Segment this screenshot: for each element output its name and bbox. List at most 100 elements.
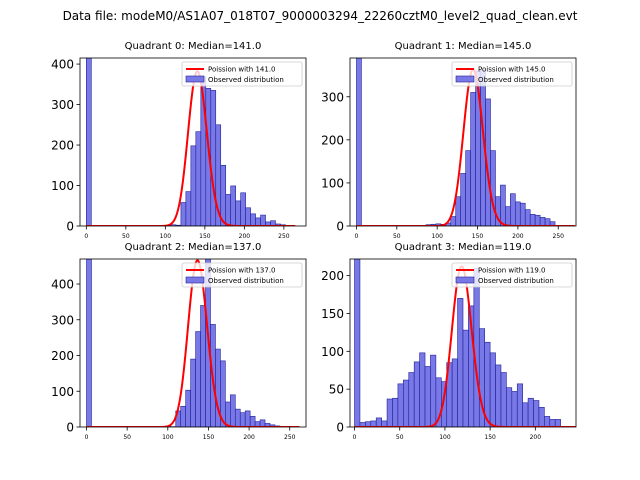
- histogram-bar: [500, 372, 507, 427]
- quadrant-3-panel: 0 50 100 150 200 0 50 100 150 200 Quadrant 3: Medi…: [321, 242, 577, 441]
- legend: Poission with 141.0 Observed distribution: [181, 61, 303, 87]
- histogram-bar: [533, 400, 540, 427]
- histogram-bar: [544, 218, 551, 226]
- histogram-bar: [180, 405, 186, 427]
- poisson-curve: [86, 70, 296, 226]
- y-tick-label: 300: [321, 90, 344, 104]
- histogram-bar: [538, 407, 545, 427]
- histogram-bar: [510, 193, 516, 226]
- histogram-bar: [200, 305, 206, 427]
- y-tick-label: 100: [51, 179, 74, 193]
- histogram-bar: [455, 196, 461, 226]
- quadrant-1-axes-frame: [349, 57, 577, 227]
- histogram-bar: [259, 419, 266, 427]
- histogram-bar: [190, 145, 197, 226]
- legend-box: [451, 61, 573, 87]
- histogram-bar: [500, 184, 506, 226]
- x-tick-label: 100: [439, 434, 451, 441]
- quadrant-3-axes-frame: [349, 258, 577, 428]
- x-tick-label: 50: [393, 233, 401, 240]
- histogram-bar: [424, 366, 431, 427]
- histogram-bar: [220, 360, 226, 427]
- histogram-bar: [516, 383, 523, 427]
- y-tick-label: 300: [51, 313, 74, 327]
- y-tick-label: 200: [51, 349, 74, 363]
- legend-bars-label: Observed distribution: [208, 76, 284, 84]
- histogram-bar: [249, 415, 256, 427]
- quadrant-1-title: Quadrant 1: Median=145.0: [395, 41, 532, 52]
- histogram-bar: [86, 58, 92, 226]
- histogram-bar: [457, 298, 464, 427]
- histogram-bar: [250, 213, 256, 226]
- histogram-bar: [419, 352, 426, 427]
- x-tick-label: 150: [199, 233, 211, 240]
- histogram-bar: [539, 217, 546, 226]
- histogram-bar: [260, 214, 266, 226]
- histogram-bar: [235, 200, 241, 226]
- histogram-bar: [505, 206, 511, 226]
- poisson-curve: [356, 68, 575, 226]
- histogram-bar: [529, 214, 536, 226]
- x-tick-label: 200: [243, 434, 255, 441]
- histogram-bar: [430, 354, 437, 427]
- legend: Poission with 119.0 Observed distribution: [451, 262, 573, 288]
- y-tick-label: 50: [329, 383, 344, 397]
- histogram-bar: [450, 216, 457, 226]
- y-tick-label: 150: [321, 307, 344, 321]
- x-tick-label: 200: [512, 233, 524, 240]
- y-tick-label: 0: [336, 421, 344, 435]
- y-tick-label: 200: [321, 133, 344, 147]
- x-tick-label: 100: [162, 434, 174, 441]
- histogram-bar: [465, 150, 471, 226]
- histogram-bar: [195, 131, 202, 226]
- y-tick-label: 200: [51, 139, 74, 153]
- y-tick-label: 0: [66, 220, 74, 234]
- histogram-bar: [460, 173, 466, 226]
- histogram-bar: [255, 217, 261, 226]
- x-tick-label: 250: [284, 434, 296, 441]
- legend: Poission with 137.0 Observed distribution: [181, 262, 303, 288]
- histogram-bar: [549, 419, 556, 427]
- x-tick-label: 250: [278, 233, 290, 240]
- histogram-bar: [354, 259, 361, 427]
- histogram-bar: [544, 416, 551, 427]
- histogram-bar: [375, 417, 382, 427]
- x-tick-label: 200: [239, 233, 251, 240]
- quadrant-0-panel: 0 50 100 150 200 250 0 100 200 300 400 Quadrant 0: …: [51, 41, 307, 240]
- histogram-bar: [239, 412, 246, 427]
- quadrant-0-axes-frame: [79, 57, 307, 227]
- legend-bars-label: Observed distribution: [478, 76, 554, 84]
- histogram-bar: [524, 209, 531, 226]
- histogram-bar: [180, 202, 187, 226]
- y-tick-label: 300: [51, 98, 74, 112]
- quadrant-0-plot-area: [86, 58, 296, 226]
- histogram-bar: [392, 397, 399, 427]
- legend-curve-label: Poission with 145.0: [478, 66, 546, 74]
- histogram-bar: [190, 358, 196, 427]
- legend-curve-label: Poission with 119.0: [478, 267, 546, 275]
- legend-box: [181, 262, 303, 288]
- histogram-bar: [230, 394, 236, 427]
- quadrant-0-title: Quadrant 0: Median=141.0: [125, 41, 262, 52]
- x-tick-label: 100: [160, 233, 172, 240]
- legend-bars-swatch: [185, 276, 205, 284]
- histogram-bar: [495, 364, 502, 427]
- y-tick-label: 100: [51, 385, 74, 399]
- y-tick-label: 0: [336, 220, 344, 234]
- x-tick-label: 100: [431, 233, 443, 240]
- x-tick-label: 150: [472, 233, 484, 240]
- legend-bars-swatch: [455, 276, 475, 284]
- legend-curve-label: Poission with 141.0: [208, 66, 276, 74]
- legend: Poission with 145.0 Observed distribution: [451, 61, 573, 87]
- histogram-bar: [522, 402, 529, 427]
- histogram-bar: [515, 201, 521, 226]
- histogram-bar: [470, 92, 476, 226]
- legend-bars-swatch: [185, 75, 205, 83]
- y-tick-label: 400: [51, 58, 74, 72]
- x-tick-label: 150: [203, 434, 215, 441]
- histogram-bar: [473, 267, 480, 427]
- y-tick-label: 100: [321, 176, 344, 190]
- histogram-bar: [230, 185, 236, 226]
- histogram-bar: [86, 259, 92, 427]
- histogram-bar: [185, 389, 191, 427]
